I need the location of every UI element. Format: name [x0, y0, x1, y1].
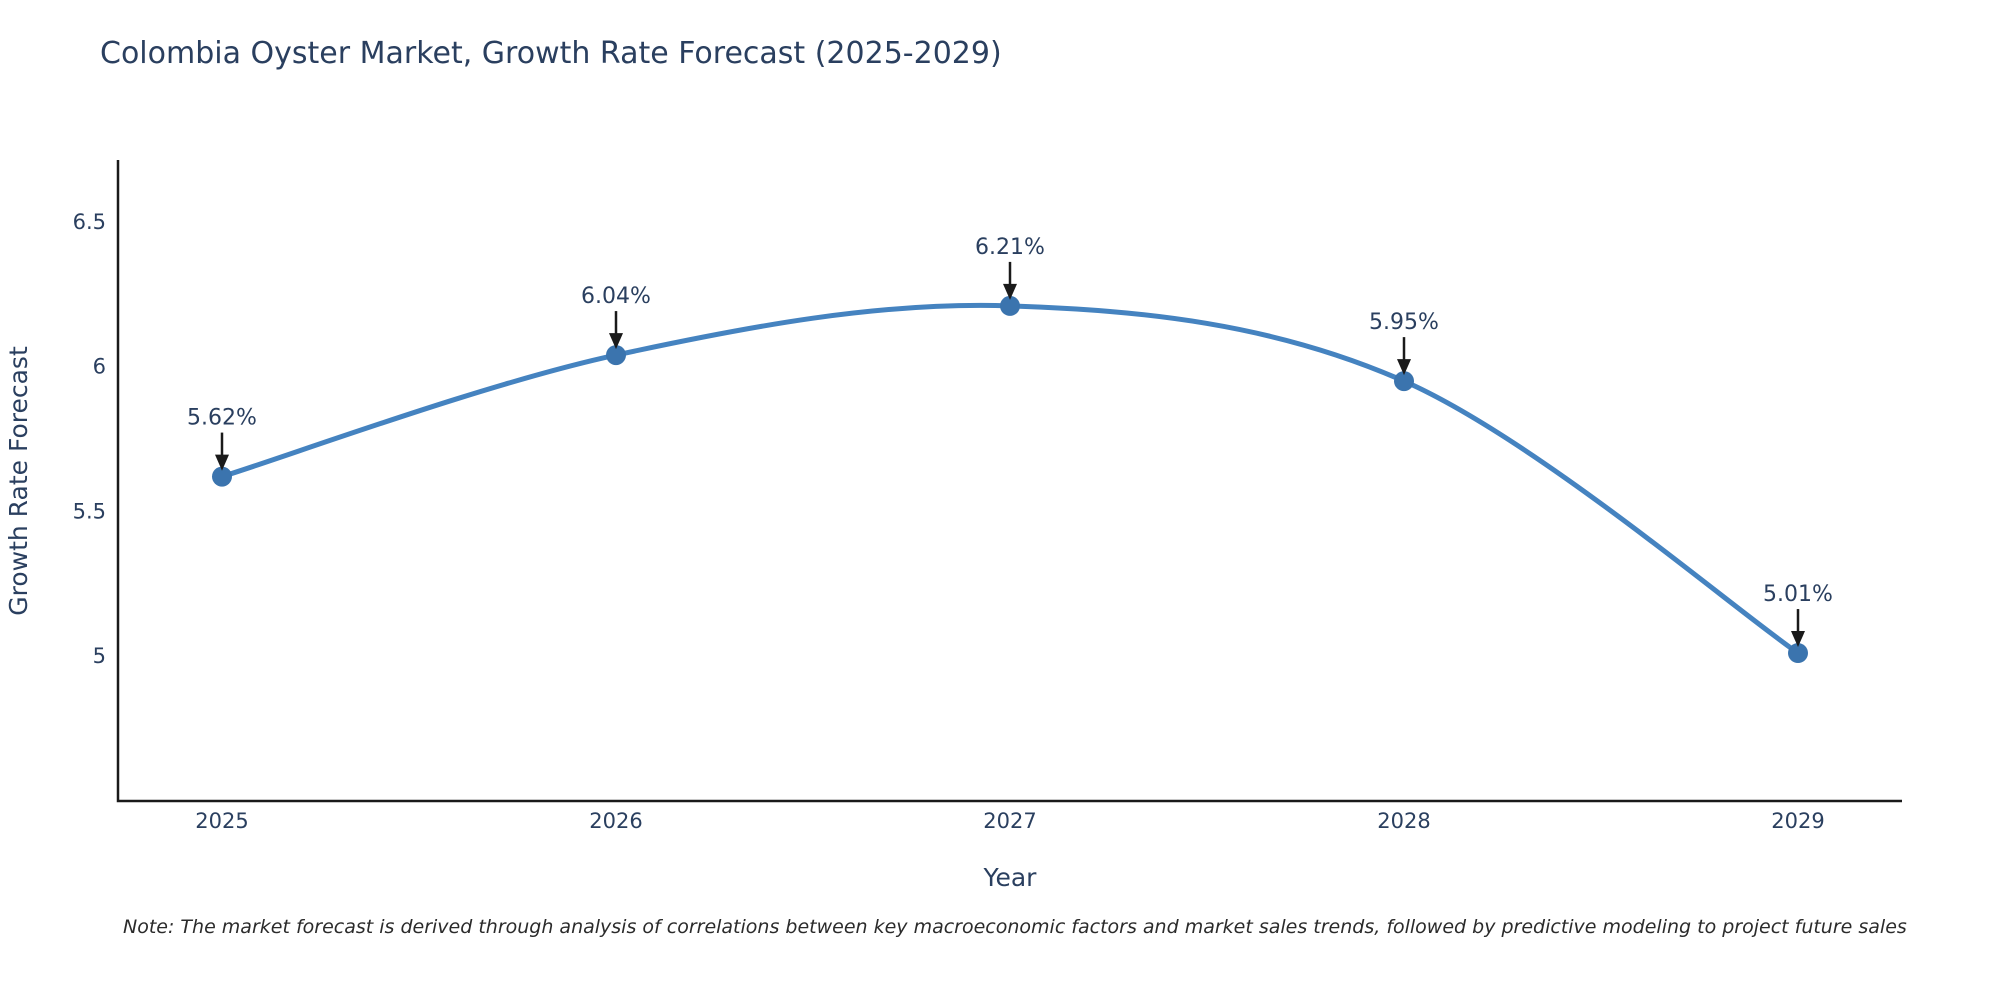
- data-point-label: 5.95%: [1369, 310, 1439, 335]
- x-tick-label: 2027: [983, 809, 1036, 833]
- x-tick-label: 2026: [589, 809, 642, 833]
- data-point-marker: [1000, 295, 1020, 316]
- y-tick-label: 6: [93, 355, 106, 379]
- annotation-arrowhead-icon: [1791, 631, 1805, 648]
- y-axis-title: Growth Rate Forecast: [4, 346, 33, 616]
- x-tick-label: 2025: [195, 809, 248, 833]
- x-tick-label: 2028: [1377, 809, 1430, 833]
- data-point-marker: [1788, 643, 1808, 664]
- data-point-label: 5.62%: [187, 406, 257, 431]
- x-tick-label: 2029: [1771, 809, 1824, 833]
- y-tick-label: 5: [93, 644, 106, 668]
- data-point-label: 6.04%: [581, 284, 651, 309]
- data-point-marker: [1394, 371, 1414, 392]
- annotation-arrowhead-icon: [215, 454, 229, 471]
- data-point-marker: [212, 466, 232, 487]
- x-axis-title: Year: [983, 863, 1038, 892]
- data-point-label: 6.21%: [975, 235, 1045, 260]
- data-point-label: 5.01%: [1763, 582, 1833, 607]
- chart-footnote: Note: The market forecast is derived thr…: [123, 916, 1907, 938]
- chart-title: Colombia Oyster Market, Growth Rate Fore…: [100, 36, 1002, 71]
- data-point-marker: [606, 345, 626, 366]
- axis-spines: [116, 160, 1902, 803]
- annotation-arrowhead-icon: [1003, 283, 1017, 300]
- annotation-arrowhead-icon: [609, 333, 623, 350]
- annotation-arrowhead-icon: [1397, 359, 1411, 376]
- forecast-line: [219, 302, 1801, 656]
- y-tick-label: 6.5: [73, 210, 106, 234]
- y-tick-label: 5.5: [73, 499, 106, 523]
